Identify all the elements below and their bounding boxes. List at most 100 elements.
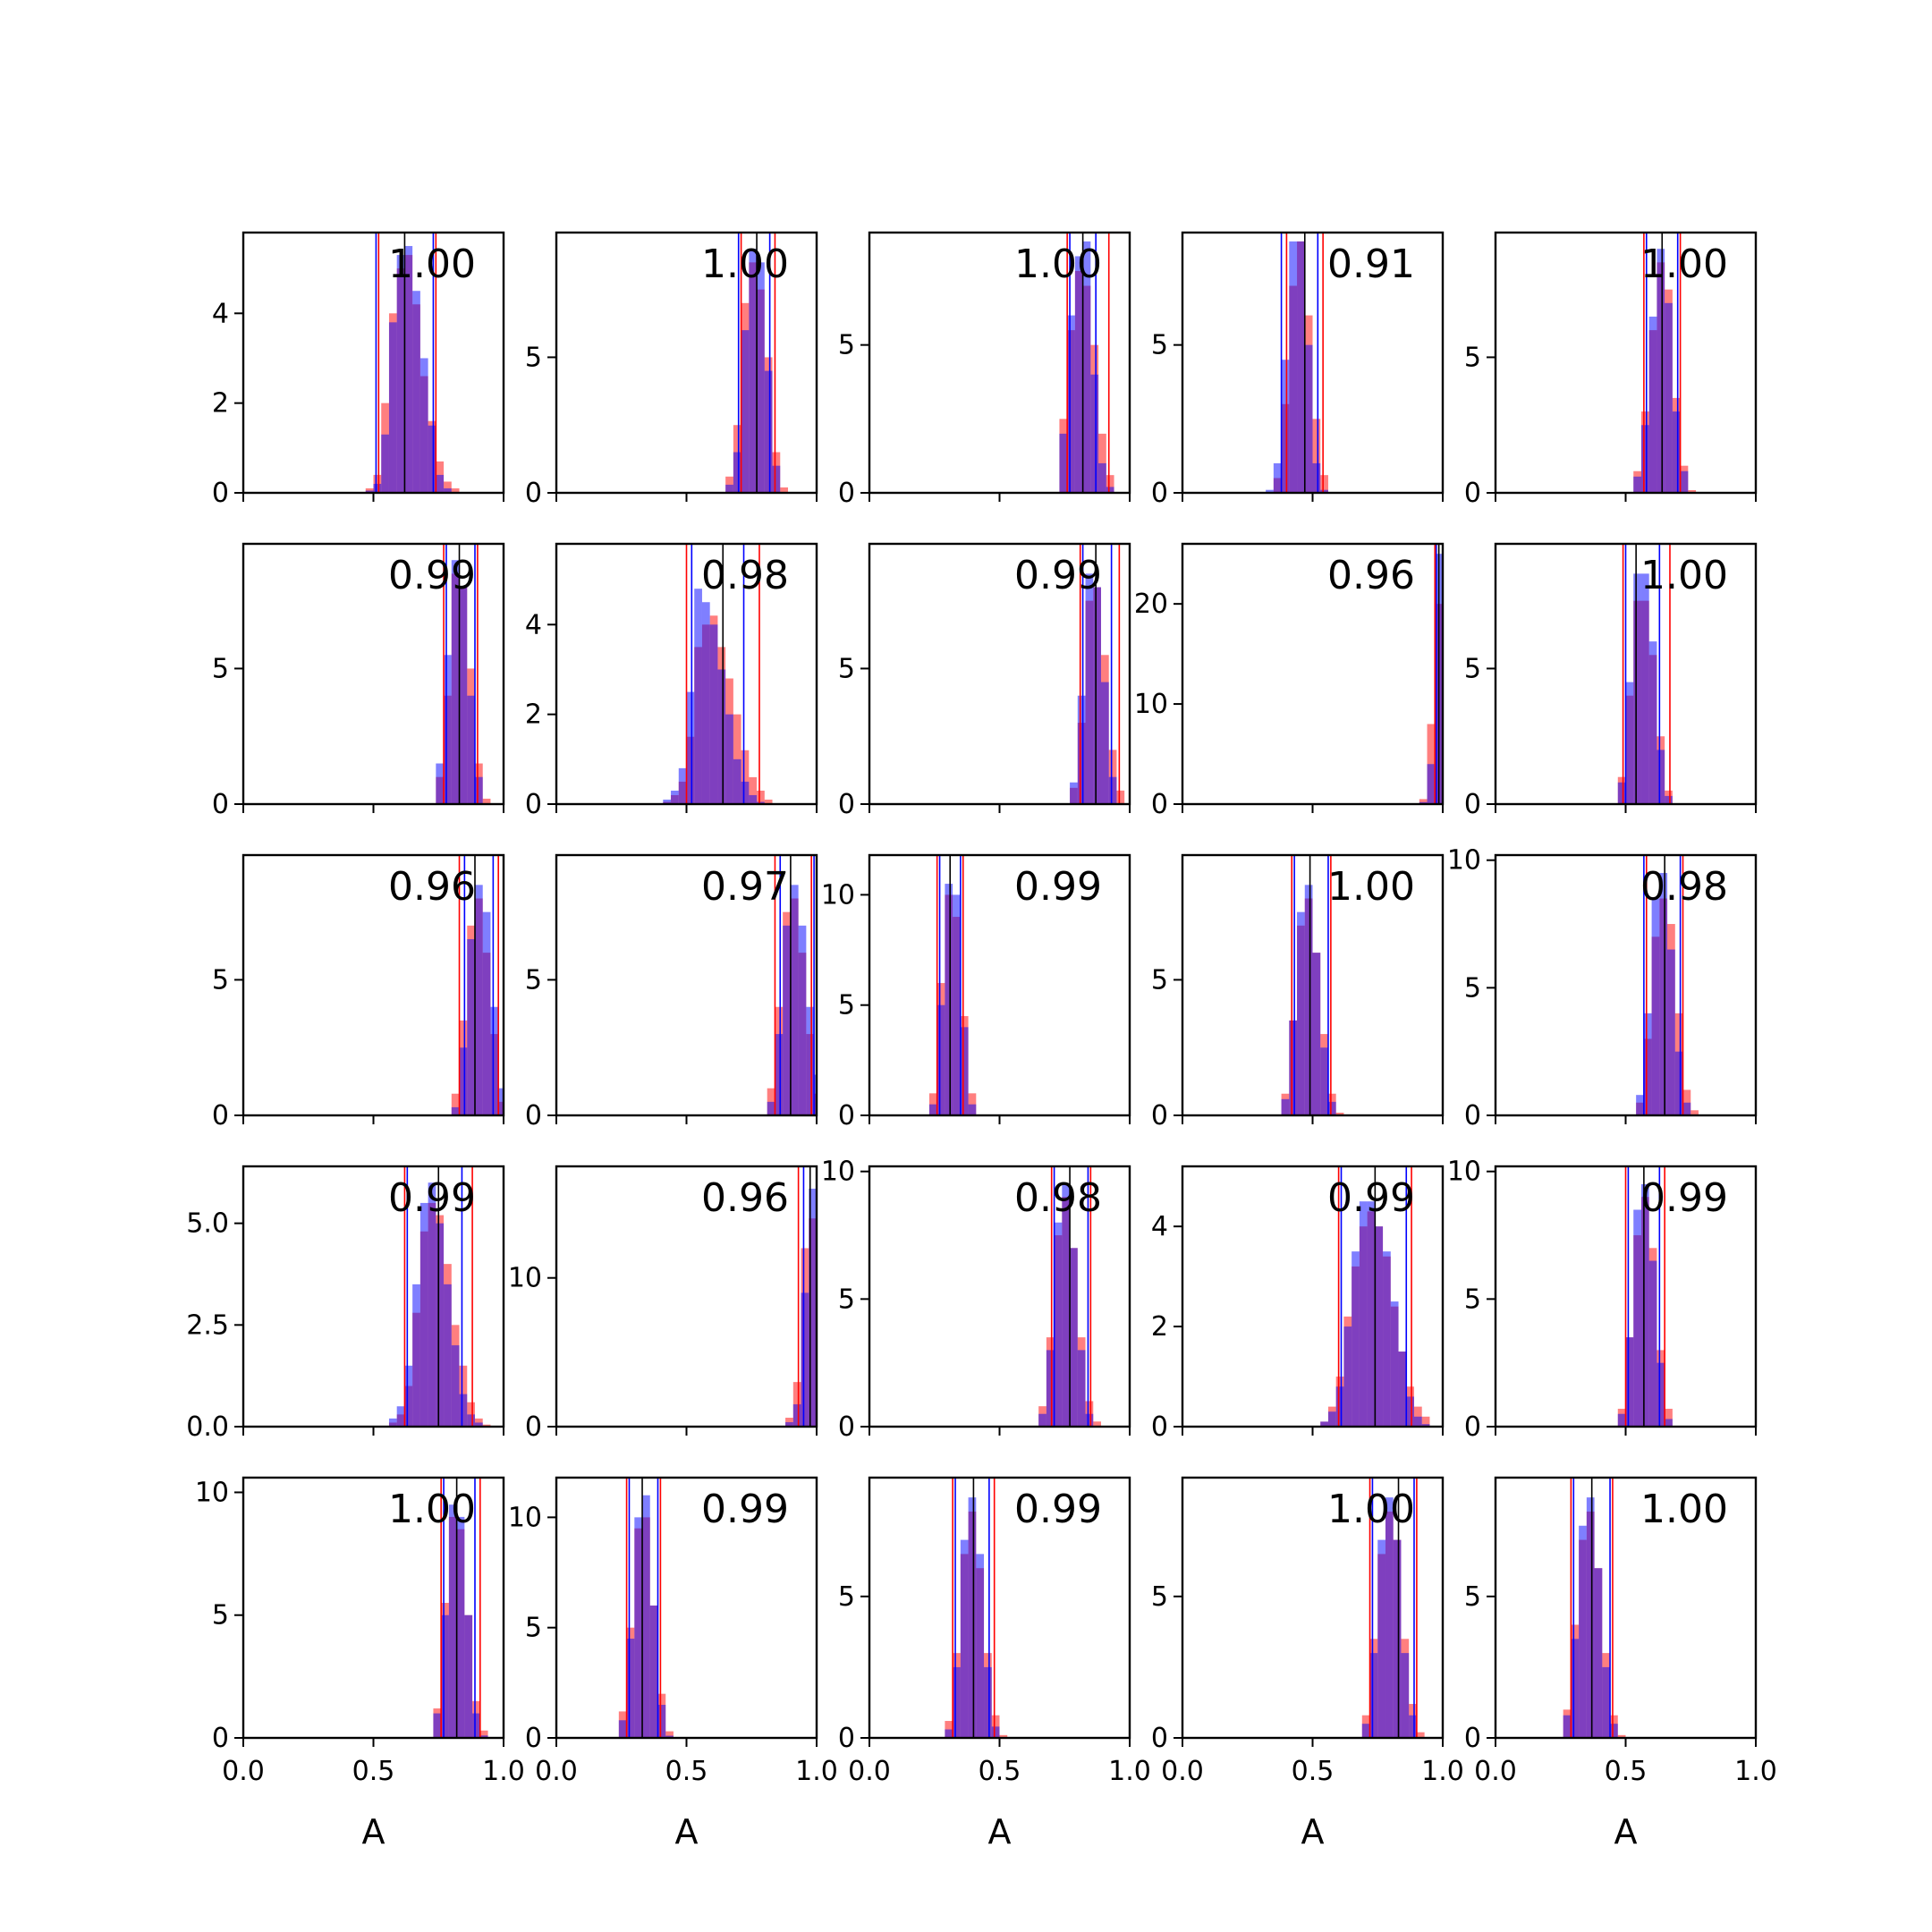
y-tick-label: 10 bbox=[821, 879, 855, 911]
hist-a-bar bbox=[1313, 953, 1321, 1115]
y-tick-label: 0 bbox=[838, 478, 855, 509]
hist-a-bar bbox=[969, 1105, 977, 1115]
y-tick-label: 0 bbox=[1151, 789, 1168, 820]
hist-a-bar bbox=[1675, 1052, 1683, 1115]
y-tick-label: 5 bbox=[1464, 653, 1481, 684]
hist-a-bar bbox=[441, 1615, 449, 1738]
hist-a-bar bbox=[1428, 764, 1436, 804]
y-tick-label: 0 bbox=[1464, 478, 1481, 509]
hist-a-bar bbox=[650, 1606, 658, 1738]
hist-a-bar bbox=[1681, 471, 1689, 493]
hist-a-bar bbox=[464, 1615, 472, 1738]
hist-a-bar bbox=[937, 1005, 945, 1115]
y-tick-label: 0 bbox=[838, 1723, 855, 1754]
hist-a-bar bbox=[436, 1224, 444, 1427]
x-tick-label: 1.0 bbox=[795, 1756, 838, 1787]
hist-a-bar bbox=[1067, 316, 1075, 493]
hist-a-bar bbox=[1375, 1226, 1383, 1427]
correlation-label: 0.99 bbox=[1327, 1175, 1415, 1221]
hist-a-bar bbox=[374, 484, 382, 493]
correlation-label: 0.98 bbox=[1640, 864, 1728, 910]
hist-a-bar bbox=[1078, 696, 1086, 804]
y-tick-label: 10 bbox=[821, 1157, 855, 1188]
hist-a-bar bbox=[397, 255, 405, 493]
x-tick-label: 1.0 bbox=[482, 1756, 525, 1787]
hist-a-bar bbox=[793, 1404, 801, 1427]
hist-a-bar bbox=[420, 358, 428, 493]
y-tick-label: 5 bbox=[212, 653, 229, 684]
hist-a-bar bbox=[757, 262, 765, 493]
x-tick-label: 0.0 bbox=[848, 1756, 891, 1787]
hist-a-bar bbox=[452, 1345, 460, 1427]
hist-a-bar bbox=[460, 1394, 468, 1427]
y-tick-label: 4 bbox=[1151, 1211, 1168, 1242]
x-axis-label: A bbox=[988, 1812, 1012, 1852]
y-tick-label: 2 bbox=[212, 388, 229, 419]
hist-a-bar bbox=[1673, 411, 1681, 493]
hist-a-bar bbox=[1657, 750, 1665, 804]
hist-a-bar bbox=[976, 1554, 984, 1738]
hist-a-bar bbox=[733, 759, 741, 804]
y-tick-label: 2 bbox=[525, 699, 542, 731]
correlation-label: 1.00 bbox=[388, 1487, 476, 1532]
correlation-label: 0.99 bbox=[1014, 1487, 1102, 1532]
hist-a-bar bbox=[733, 453, 741, 493]
y-tick-label: 5 bbox=[212, 964, 229, 996]
hist-a-bar bbox=[1360, 1201, 1368, 1427]
hist-a-bar bbox=[791, 885, 799, 1115]
hist-a-bar bbox=[765, 371, 773, 493]
y-tick-label: 5.0 bbox=[186, 1208, 229, 1240]
hist-a-bar bbox=[1401, 1653, 1409, 1738]
hist-a-bar bbox=[472, 1714, 480, 1738]
y-tick-label: 5 bbox=[838, 653, 855, 684]
x-axis-label: A bbox=[1301, 1812, 1325, 1852]
hist-a-bar bbox=[1274, 463, 1282, 493]
y-tick-label: 5 bbox=[1464, 342, 1481, 373]
hist-a-bar bbox=[799, 926, 807, 1115]
y-tick-label: 0.0 bbox=[186, 1411, 229, 1443]
y-tick-label: 5 bbox=[212, 1600, 229, 1631]
x-tick-label: 0.0 bbox=[1161, 1756, 1204, 1787]
hist-a-bar bbox=[687, 692, 695, 804]
hist-a-bar bbox=[741, 330, 750, 493]
y-tick-label: 5 bbox=[838, 1284, 855, 1315]
x-tick-label: 1.0 bbox=[1421, 1756, 1464, 1787]
hist-a-bar bbox=[1098, 463, 1106, 493]
y-tick-label: 0 bbox=[1464, 1723, 1481, 1754]
hist-a-bar bbox=[460, 588, 468, 805]
y-tick-label: 0 bbox=[525, 1411, 542, 1443]
x-tick-label: 1.0 bbox=[1108, 1756, 1151, 1787]
hist-a-bar bbox=[1070, 783, 1078, 804]
hist-a-bar bbox=[741, 782, 750, 804]
hist-a-bar bbox=[1641, 425, 1649, 493]
correlation-label: 0.99 bbox=[1014, 553, 1102, 598]
hist-a-bar bbox=[1055, 1223, 1063, 1427]
x-axis-label: A bbox=[1614, 1812, 1638, 1852]
x-tick-label: 0.0 bbox=[535, 1756, 578, 1787]
hist-a-bar bbox=[1626, 682, 1634, 804]
y-tick-label: 0 bbox=[1464, 1100, 1481, 1131]
y-tick-label: 2.5 bbox=[186, 1309, 229, 1341]
hist-a-bar bbox=[1297, 242, 1305, 493]
hist-a-bar bbox=[694, 589, 702, 804]
hist-a-bar bbox=[1305, 345, 1313, 493]
hist-a-bar bbox=[1409, 1716, 1417, 1738]
hist-a-bar bbox=[1078, 1350, 1086, 1427]
y-tick-label: 20 bbox=[1134, 589, 1168, 620]
y-tick-label: 5 bbox=[525, 1613, 542, 1644]
hist-a-bar bbox=[1370, 1653, 1378, 1738]
y-tick-label: 10 bbox=[1447, 1157, 1481, 1188]
hist-a-bar bbox=[634, 1517, 642, 1738]
hist-a-bar bbox=[961, 1540, 969, 1738]
correlation-label: 0.99 bbox=[1014, 864, 1102, 910]
hist-a-bar bbox=[1093, 588, 1101, 805]
y-tick-label: 0 bbox=[1151, 1100, 1168, 1131]
hist-a-bar bbox=[1046, 1350, 1055, 1427]
hist-a-bar bbox=[725, 715, 733, 804]
correlation-label: 0.96 bbox=[701, 1175, 789, 1221]
hist-a-bar bbox=[1414, 1417, 1422, 1427]
hist-a-bar bbox=[1618, 1414, 1626, 1427]
hist-a-bar bbox=[449, 1504, 457, 1738]
y-tick-label: 10 bbox=[1447, 845, 1481, 877]
y-tick-label: 0 bbox=[1464, 1411, 1481, 1443]
